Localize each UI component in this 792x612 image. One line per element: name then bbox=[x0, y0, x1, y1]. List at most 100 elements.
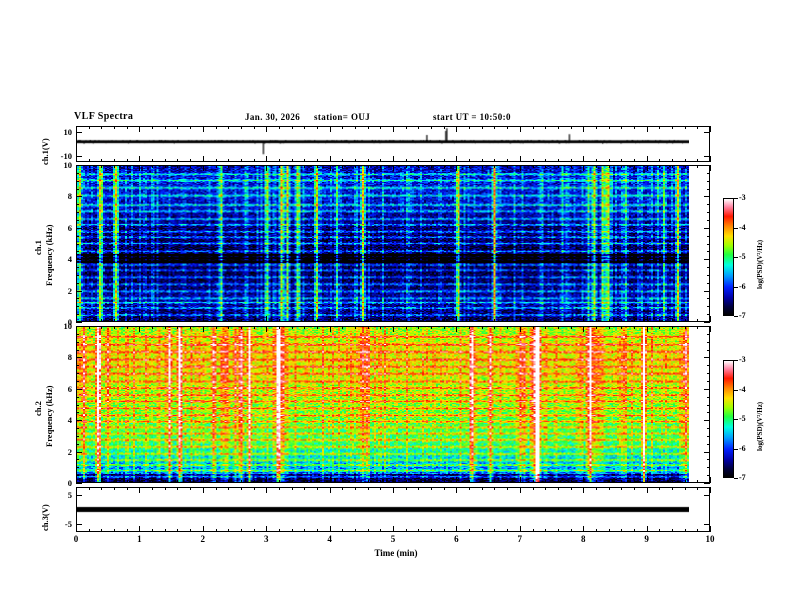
xaxis-minor-tick bbox=[697, 529, 699, 532]
xaxis-major-tick bbox=[393, 165, 394, 171]
xaxis-minor-tick bbox=[253, 487, 255, 490]
xaxis-minor-tick bbox=[215, 319, 217, 322]
xaxis-minor-tick bbox=[570, 159, 572, 162]
xaxis-minor-tick bbox=[557, 487, 559, 490]
xaxis-tick-label: 9 bbox=[644, 534, 649, 544]
xaxis-major-tick bbox=[393, 126, 394, 132]
xaxis-minor-tick bbox=[672, 529, 673, 532]
xaxis-tick-label: 0 bbox=[73, 534, 79, 544]
yaxis-minor-tick bbox=[707, 243, 710, 245]
xaxis-minor-tick bbox=[633, 165, 635, 168]
yaxis-minor-tick bbox=[76, 306, 79, 308]
xaxis-minor-tick bbox=[215, 480, 217, 483]
xaxis-minor-tick bbox=[126, 480, 128, 483]
yaxis-minor-tick bbox=[76, 274, 79, 276]
xaxis-minor-tick bbox=[443, 159, 445, 162]
xaxis-minor-tick bbox=[177, 126, 179, 129]
xaxis-minor-tick bbox=[316, 480, 318, 483]
xaxis-minor-tick bbox=[418, 529, 420, 532]
yaxis-tick bbox=[76, 259, 82, 261]
xaxis-minor-tick bbox=[672, 319, 673, 322]
colorbar-tick bbox=[734, 360, 738, 361]
xaxis-minor-tick bbox=[672, 326, 673, 329]
xaxis-minor-tick bbox=[532, 126, 534, 129]
xaxis-minor-tick bbox=[621, 319, 623, 322]
xaxis-major-tick bbox=[583, 526, 585, 532]
yaxis-tick bbox=[704, 388, 710, 390]
xaxis-major-tick bbox=[329, 126, 331, 132]
xaxis-major-tick bbox=[646, 156, 648, 162]
yaxis-minor-tick bbox=[707, 235, 710, 237]
colorbar-tick bbox=[734, 257, 738, 258]
yaxis-minor-tick bbox=[707, 443, 710, 445]
xaxis-major-tick bbox=[266, 165, 268, 171]
xaxis-minor-tick bbox=[240, 126, 242, 129]
xaxis-minor-tick bbox=[126, 165, 128, 168]
xaxis-minor-tick bbox=[164, 165, 166, 168]
yaxis-minor-tick bbox=[707, 251, 710, 253]
xaxis-minor-tick bbox=[240, 326, 242, 329]
xaxis-major-tick bbox=[456, 326, 458, 332]
xaxis-minor-tick bbox=[494, 529, 496, 532]
xaxis-minor-tick bbox=[494, 326, 496, 329]
xaxis-minor-tick bbox=[228, 326, 230, 329]
xaxis-major-tick bbox=[76, 477, 77, 483]
xaxis-minor-tick bbox=[215, 487, 217, 490]
xaxis-minor-tick bbox=[88, 319, 90, 322]
xaxis-major-tick bbox=[139, 487, 141, 493]
xaxis-minor-tick bbox=[177, 159, 179, 162]
xaxis-minor-tick bbox=[481, 480, 483, 483]
xaxis-minor-tick bbox=[659, 529, 661, 532]
xaxis-minor-tick bbox=[240, 529, 242, 532]
yaxis-minor-tick bbox=[76, 459, 79, 461]
yaxis-title-secondary: Frequency (kHz) bbox=[44, 224, 54, 286]
xaxis-minor-tick bbox=[152, 319, 154, 322]
xaxis-minor-tick bbox=[697, 165, 699, 168]
xaxis-minor-tick bbox=[507, 480, 509, 483]
yaxis-tick-label: 4 bbox=[67, 254, 72, 265]
xaxis-minor-tick bbox=[177, 319, 179, 322]
xaxis-minor-tick bbox=[595, 487, 597, 490]
xaxis-minor-tick bbox=[532, 326, 534, 329]
yaxis-tick-label: 0 bbox=[67, 478, 72, 488]
yaxis-minor-tick bbox=[76, 428, 79, 430]
xaxis-major-tick bbox=[202, 487, 204, 493]
xaxis-minor-tick bbox=[367, 319, 369, 322]
xaxis-minor-tick bbox=[164, 487, 166, 490]
xaxis-minor-tick bbox=[545, 487, 547, 490]
xaxis-major-tick bbox=[266, 326, 268, 332]
xaxis-minor-tick bbox=[633, 159, 635, 162]
yaxis-tick-label: 2 bbox=[67, 285, 72, 296]
yaxis-minor-tick bbox=[76, 341, 79, 343]
xaxis-minor-tick bbox=[684, 165, 686, 168]
xaxis-minor-tick bbox=[380, 529, 382, 532]
xaxis-minor-tick bbox=[316, 159, 318, 162]
xaxis-minor-tick bbox=[316, 529, 318, 532]
xaxis-major-tick bbox=[139, 156, 141, 162]
xaxis-minor-tick bbox=[633, 319, 635, 322]
xaxis-minor-tick bbox=[532, 529, 534, 532]
yaxis-tick bbox=[76, 420, 82, 422]
xaxis-minor-tick bbox=[672, 487, 673, 490]
yaxis-minor-tick bbox=[76, 475, 79, 477]
xaxis-minor-tick bbox=[152, 126, 154, 129]
xaxis-tick-label: 2 bbox=[200, 534, 206, 544]
yaxis-tick bbox=[76, 483, 82, 484]
xaxis-major-tick bbox=[329, 526, 331, 532]
yaxis-minor-tick bbox=[707, 396, 710, 398]
yaxis-minor-tick bbox=[76, 435, 79, 437]
yaxis-minor-tick bbox=[76, 396, 79, 398]
colorbar-tick bbox=[734, 198, 738, 199]
xaxis-minor-tick bbox=[418, 319, 420, 322]
yaxis-tick-label: 10 bbox=[63, 321, 73, 331]
xaxis-major-tick bbox=[519, 487, 521, 493]
yaxis-minor-tick bbox=[76, 333, 79, 335]
xaxis-minor-tick bbox=[684, 159, 686, 162]
xaxis-tick-label: 1 bbox=[137, 534, 142, 544]
xaxis-minor-tick bbox=[253, 159, 255, 162]
xaxis-minor-tick bbox=[253, 326, 255, 329]
xaxis-minor-tick bbox=[152, 159, 154, 162]
xaxis-minor-tick bbox=[126, 326, 128, 329]
xaxis-title: Time (min) bbox=[374, 548, 418, 558]
